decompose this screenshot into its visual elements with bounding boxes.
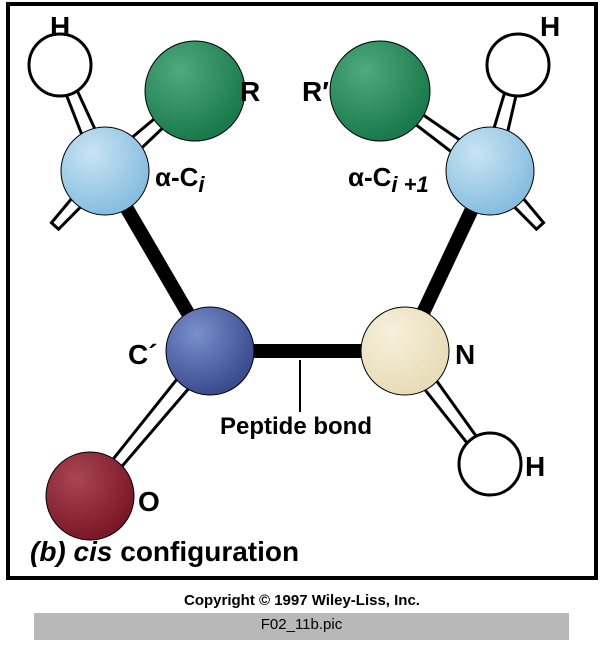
atom-aCi1 [446, 127, 534, 215]
svg-text:H: H [525, 451, 545, 482]
atom-H_tl [29, 34, 91, 96]
footer-filename-bar: F02_11b.pic [34, 613, 569, 640]
figure-frame: H R R′ H C´ N H O Peptide bond α-Ci α-Ci +1 (b) cis… [0, 0, 604, 650]
svg-text:H: H [540, 11, 560, 42]
svg-text:H: H [50, 11, 70, 42]
svg-text:O: O [138, 486, 160, 517]
diagram-border: H R R′ H C´ N H O Peptide bond α-Ci α-Ci +1 (b) cis… [6, 2, 598, 580]
atom-Cprime [166, 307, 254, 395]
svg-text:(b) cis configuration: (b) cis configuration [30, 536, 299, 567]
svg-text:R: R [240, 76, 260, 107]
footer-filename: F02_11b.pic [261, 616, 342, 633]
copyright-text: Copyright © 1997 Wiley-Liss, Inc. [0, 592, 604, 609]
atom-R_right [330, 41, 430, 141]
atom-R_left [145, 41, 245, 141]
atom-aCi [61, 127, 149, 215]
svg-text:Peptide bond: Peptide bond [220, 413, 372, 440]
atom-H_tr [487, 34, 549, 96]
atoms [29, 34, 549, 540]
atom-N [361, 307, 449, 395]
svg-text:α-Ci +1: α-Ci +1 [348, 162, 429, 197]
atom-O [46, 452, 134, 540]
svg-text:α-Ci: α-Ci [155, 162, 205, 197]
atom-H_br [459, 433, 521, 495]
molecule-diagram: H R R′ H C´ N H O Peptide bond α-Ci α-Ci +1 (b) cis… [10, 6, 594, 576]
svg-text:N: N [455, 339, 475, 370]
svg-text:R′: R′ [302, 76, 329, 107]
svg-text:C´: C´ [128, 339, 158, 370]
